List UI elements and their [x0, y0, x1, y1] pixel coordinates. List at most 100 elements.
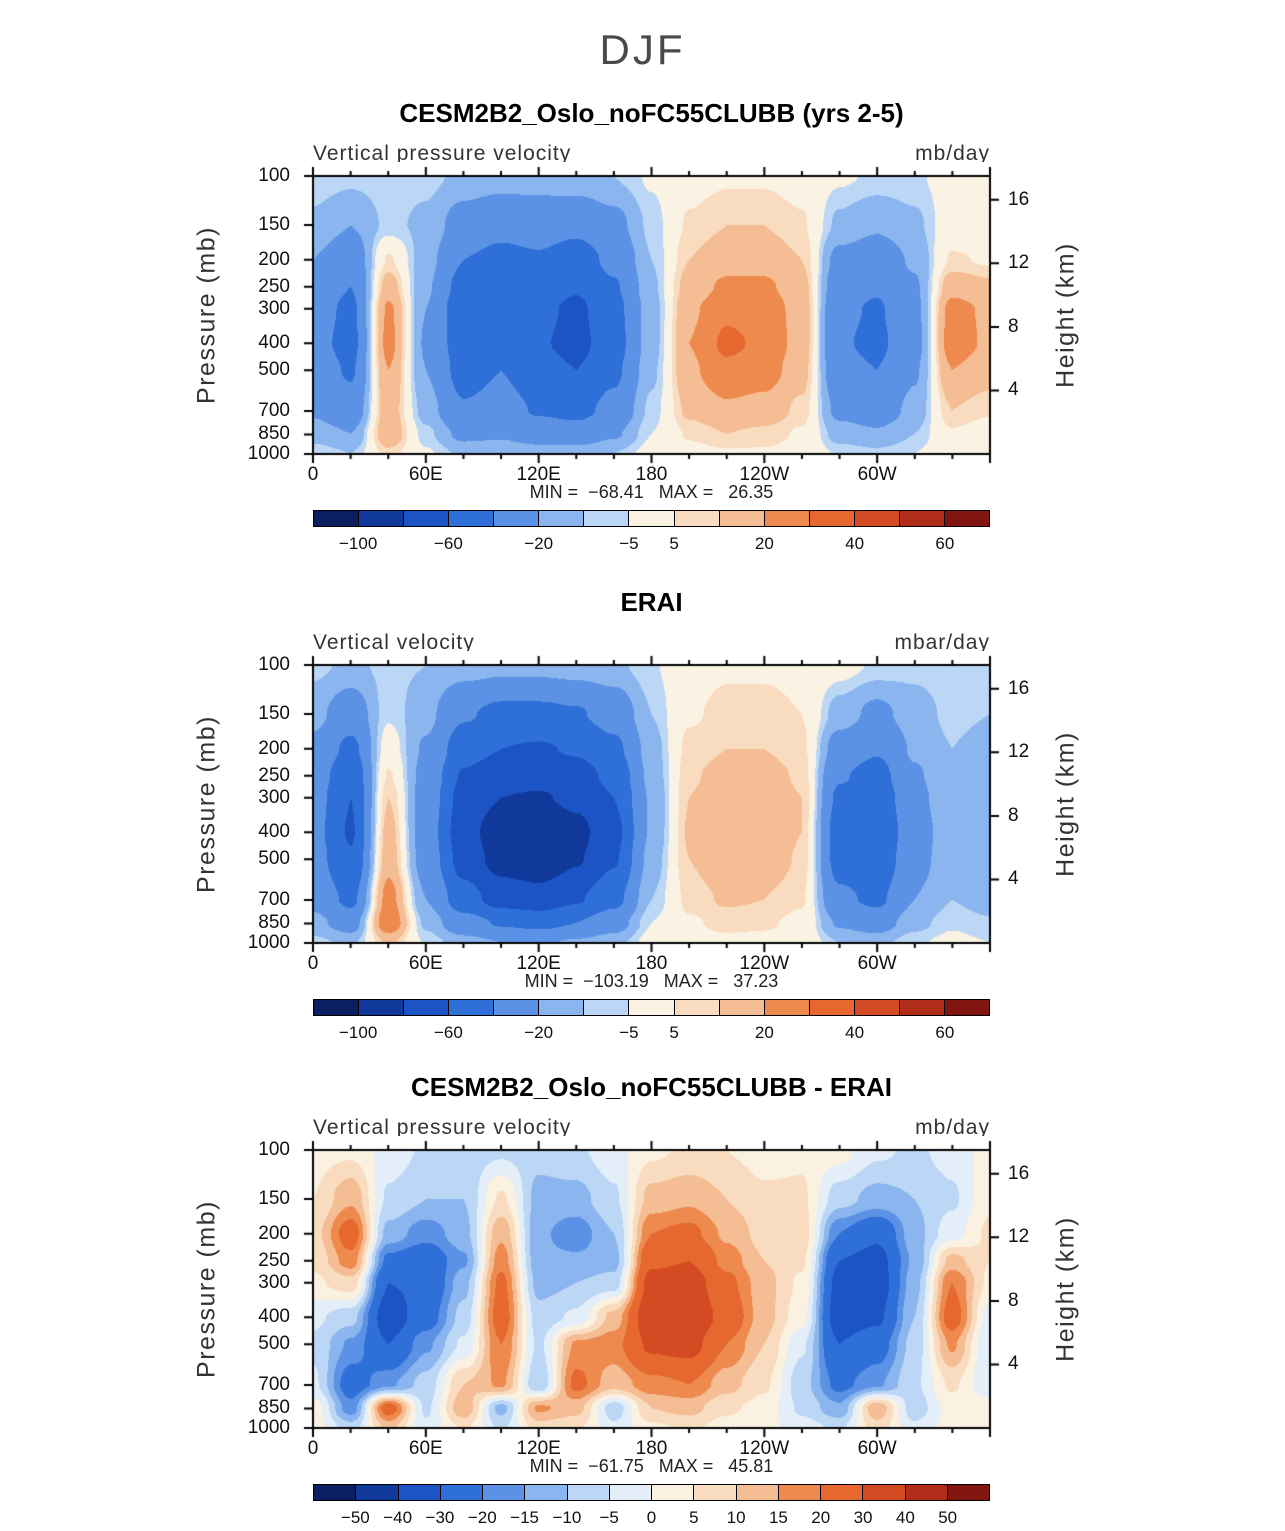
colorbar-segment [946, 1485, 989, 1500]
colorbar [313, 510, 990, 527]
colorbar-segment [355, 1485, 398, 1500]
units-label: mbar/day [894, 631, 990, 654]
colorbar-tick-label: −5 [619, 534, 639, 553]
colorbar-tick-label: 60 [935, 534, 955, 553]
height-tick-label: 8 [1008, 804, 1019, 826]
colorbar-tick-label: 20 [754, 1023, 774, 1042]
pressure-tick-label: 850 [258, 1397, 290, 1419]
longitude-tick-label: 180 [635, 1438, 668, 1459]
pressure-tick-label: 400 [258, 1306, 290, 1328]
longitude-tick-label: 120W [739, 464, 790, 485]
pressure-tick-label: 100 [258, 654, 290, 675]
colorbar-tick-label: −20 [524, 534, 554, 553]
colorbar-segment [448, 1000, 494, 1015]
colorbar-tick-label: −15 [510, 1508, 539, 1527]
colorbar-segment [314, 1485, 356, 1500]
panel-subtitle-row: Vertical velocity mbar/day [313, 631, 990, 655]
colorbar-segment [493, 1000, 539, 1015]
colorbar-segment [735, 1485, 778, 1500]
colorbar-segment [808, 511, 854, 526]
pressure-tick-label: 1000 [247, 932, 290, 953]
colorbar-segment [358, 511, 404, 526]
colorbar-tick-label: −20 [524, 1023, 554, 1042]
colorbar-segment [314, 1000, 359, 1015]
variable-label: Vertical pressure velocity [313, 1116, 572, 1139]
colorbar-tick-label: 40 [845, 534, 865, 553]
colorbar-segment [763, 511, 809, 526]
pressure-tick-label: 200 [258, 1222, 290, 1244]
longitude-tick-label: 180 [635, 464, 668, 485]
colorbar-tick-label: 20 [754, 534, 774, 553]
longitude-tick-labels: 0 60E 120E 180 120W 60W [308, 953, 990, 975]
panel-subtitle-row: Vertical pressure velocity mb/day [313, 142, 990, 166]
pressure-tick-label: 100 [258, 165, 290, 186]
colorbar [313, 999, 990, 1016]
panel-title: CESM2B2_Oslo_noFC55CLUBB - ERAI [410, 1072, 893, 1102]
panel-title: CESM2B2_Oslo_noFC55CLUBB (yrs 2-5) [399, 98, 904, 128]
colorbar-segment [608, 1485, 651, 1500]
colorbar-segment [820, 1485, 863, 1500]
pressure-tick-label: 200 [258, 248, 290, 270]
contour-plot [299, 651, 1004, 957]
pressure-tick-label: 1000 [247, 1417, 290, 1438]
colorbar-segment [439, 1485, 482, 1500]
colorbar-segment [777, 1485, 820, 1500]
pressure-tick-labels: 100 150 200 250 300 400 500 700 850 1000 [228, 654, 302, 953]
units-label: mb/day [915, 142, 990, 165]
height-axis-title: Height (km) [1051, 1216, 1080, 1362]
variable-label: Vertical velocity [313, 631, 475, 654]
colorbar-segment [538, 1000, 584, 1015]
colorbar-tick-label: −10 [552, 1508, 582, 1527]
longitude-tick-label: 60E [408, 1438, 443, 1459]
pressure-tick-label: 700 [258, 399, 290, 421]
pressure-axis-title: Pressure (mb) [192, 715, 221, 893]
longitude-tick-label: 60W [857, 953, 897, 974]
colorbar-segment [524, 1485, 567, 1500]
height-tick-label: 4 [1008, 379, 1019, 401]
height-tick-label: 8 [1008, 315, 1019, 337]
pressure-tick-label: 150 [258, 1187, 290, 1209]
height-tick-label: 16 [1008, 1162, 1030, 1184]
colorbar-segment [718, 511, 764, 526]
colorbar-segment [403, 1000, 449, 1015]
colorbar-segment [943, 511, 989, 526]
colorbar-tick-label: −5 [619, 1023, 639, 1042]
pressure-tick-label: 850 [258, 912, 290, 934]
colorbar-segment [808, 1000, 854, 1015]
longitude-tick-label: 0 [307, 1438, 319, 1459]
contour-plot-canvas [299, 162, 1004, 468]
colorbar-tick-label: −40 [383, 1508, 413, 1527]
pressure-tick-label: 150 [258, 702, 290, 724]
colorbar-segment [358, 1000, 404, 1015]
pressure-tick-label: 400 [258, 332, 290, 354]
colorbar-segment [583, 511, 629, 526]
colorbar-segment [628, 511, 674, 526]
colorbar-segment [898, 511, 944, 526]
colorbar-segment [718, 1000, 764, 1015]
pressure-tick-label: 500 [258, 848, 290, 870]
pressure-tick-label: 500 [258, 1333, 290, 1355]
colorbar-segment [898, 1000, 944, 1015]
colorbar-segment [538, 511, 584, 526]
pressure-tick-label: 200 [258, 737, 290, 759]
pressure-tick-labels: 100 150 200 250 300 400 500 700 850 1000 [228, 165, 302, 464]
pressure-tick-label: 700 [258, 1373, 290, 1395]
colorbar-tick-label: 5 [669, 534, 679, 553]
colorbar-tick-label: −100 [338, 1023, 378, 1042]
colorbar-tick-label: −60 [433, 1023, 463, 1042]
colorbar-segment [673, 511, 719, 526]
colorbar-tick-label: −5 [599, 1508, 619, 1527]
colorbar [313, 1484, 990, 1501]
colorbar-segment [943, 1000, 989, 1015]
height-tick-label: 16 [1008, 677, 1030, 699]
figure-title: DJF [599, 26, 686, 73]
colorbar-labels: −50 −40 −30 −20 −15 −10 −5 0 5 10 15 20 30 40 50 [313, 1508, 990, 1528]
pressure-tick-label: 500 [258, 359, 290, 381]
contour-plot [299, 1136, 1004, 1442]
colorbar-segment [493, 511, 539, 526]
minmax-stats: MIN = −103.19 MAX = 37.23 [524, 971, 779, 991]
colorbar-segment [853, 511, 899, 526]
contour-plot [299, 162, 1004, 468]
